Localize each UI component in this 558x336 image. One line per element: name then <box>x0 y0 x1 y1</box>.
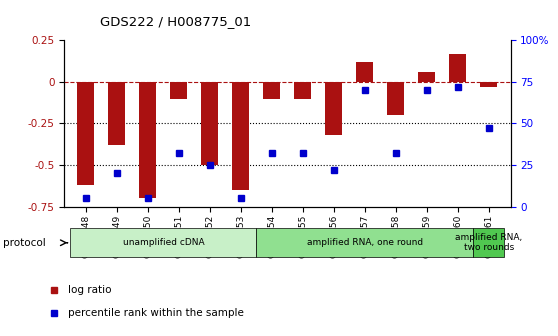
Bar <box>140 82 156 198</box>
Bar <box>201 82 218 165</box>
Bar <box>263 82 280 98</box>
Bar <box>295 82 311 98</box>
Text: GDS222 / H008775_01: GDS222 / H008775_01 <box>100 15 252 28</box>
Bar <box>480 82 497 87</box>
Bar <box>387 82 405 115</box>
Text: unamplified cDNA: unamplified cDNA <box>123 238 204 247</box>
Bar <box>78 82 94 185</box>
Text: percentile rank within the sample: percentile rank within the sample <box>69 308 244 318</box>
Bar <box>449 54 466 82</box>
Bar <box>473 228 504 257</box>
Bar <box>418 72 435 82</box>
Bar <box>256 228 473 257</box>
Bar <box>108 82 126 145</box>
Bar <box>70 228 256 257</box>
Bar <box>232 82 249 190</box>
Text: protocol: protocol <box>3 238 46 248</box>
Bar <box>170 82 187 98</box>
Bar <box>357 62 373 82</box>
Text: amplified RNA,
two rounds: amplified RNA, two rounds <box>455 233 522 252</box>
Bar <box>325 82 343 135</box>
Text: amplified RNA, one round: amplified RNA, one round <box>307 238 423 247</box>
Text: log ratio: log ratio <box>69 285 112 295</box>
